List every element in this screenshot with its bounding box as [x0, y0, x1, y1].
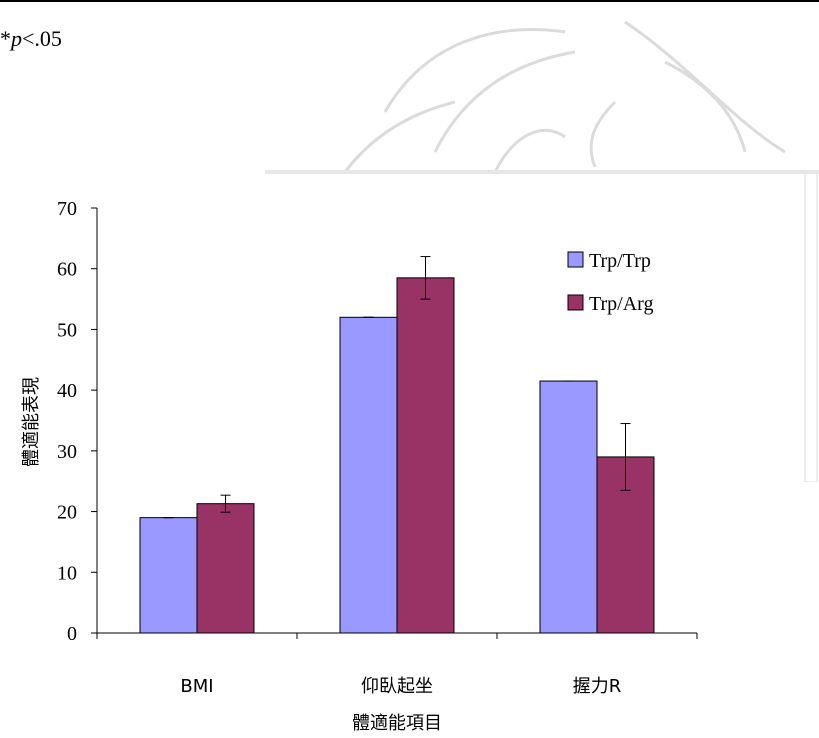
plot-area: 0 10 20 30 40 50 60 70 BMI 仰臥起坐 握力R Trp/Trp Trp/Arg [57, 198, 698, 697]
y-tick-label: 30 [57, 441, 77, 463]
y-axis-title: 體適能表現 [21, 377, 42, 467]
y-tick-label: 20 [57, 502, 77, 524]
y-tick-label: 50 [57, 319, 77, 341]
note-p: p [11, 26, 22, 51]
top-rule [0, 0, 819, 2]
bar-trp-trp [539, 380, 598, 634]
legend-label: Trp/Arg [589, 293, 653, 315]
y-tick-label: 60 [57, 259, 77, 281]
y-tick-label: 70 [57, 198, 77, 220]
bar-trp-trp [139, 517, 198, 634]
y-tick-label: 0 [67, 623, 77, 645]
significance-note: *p<.05 [0, 26, 62, 52]
y-tick-label: 40 [57, 380, 77, 402]
bar-trp-arg [196, 503, 255, 634]
note-suffix: <.05 [22, 26, 62, 51]
bar-trp-trp [339, 316, 398, 634]
x-category-label: 握力R [573, 676, 622, 697]
bar-trp-arg [396, 277, 455, 634]
legend-swatch [567, 251, 584, 268]
legend-swatch [567, 294, 584, 311]
legend-label: Trp/Trp [589, 250, 651, 272]
note-prefix: * [0, 26, 11, 51]
watermark-logo [265, 20, 819, 482]
x-axis-title: 體適能項目 [352, 713, 442, 734]
x-category-label: 仰臥起坐 [361, 676, 433, 697]
x-category-label: BMI [180, 676, 213, 697]
y-tick-label: 10 [57, 562, 77, 584]
